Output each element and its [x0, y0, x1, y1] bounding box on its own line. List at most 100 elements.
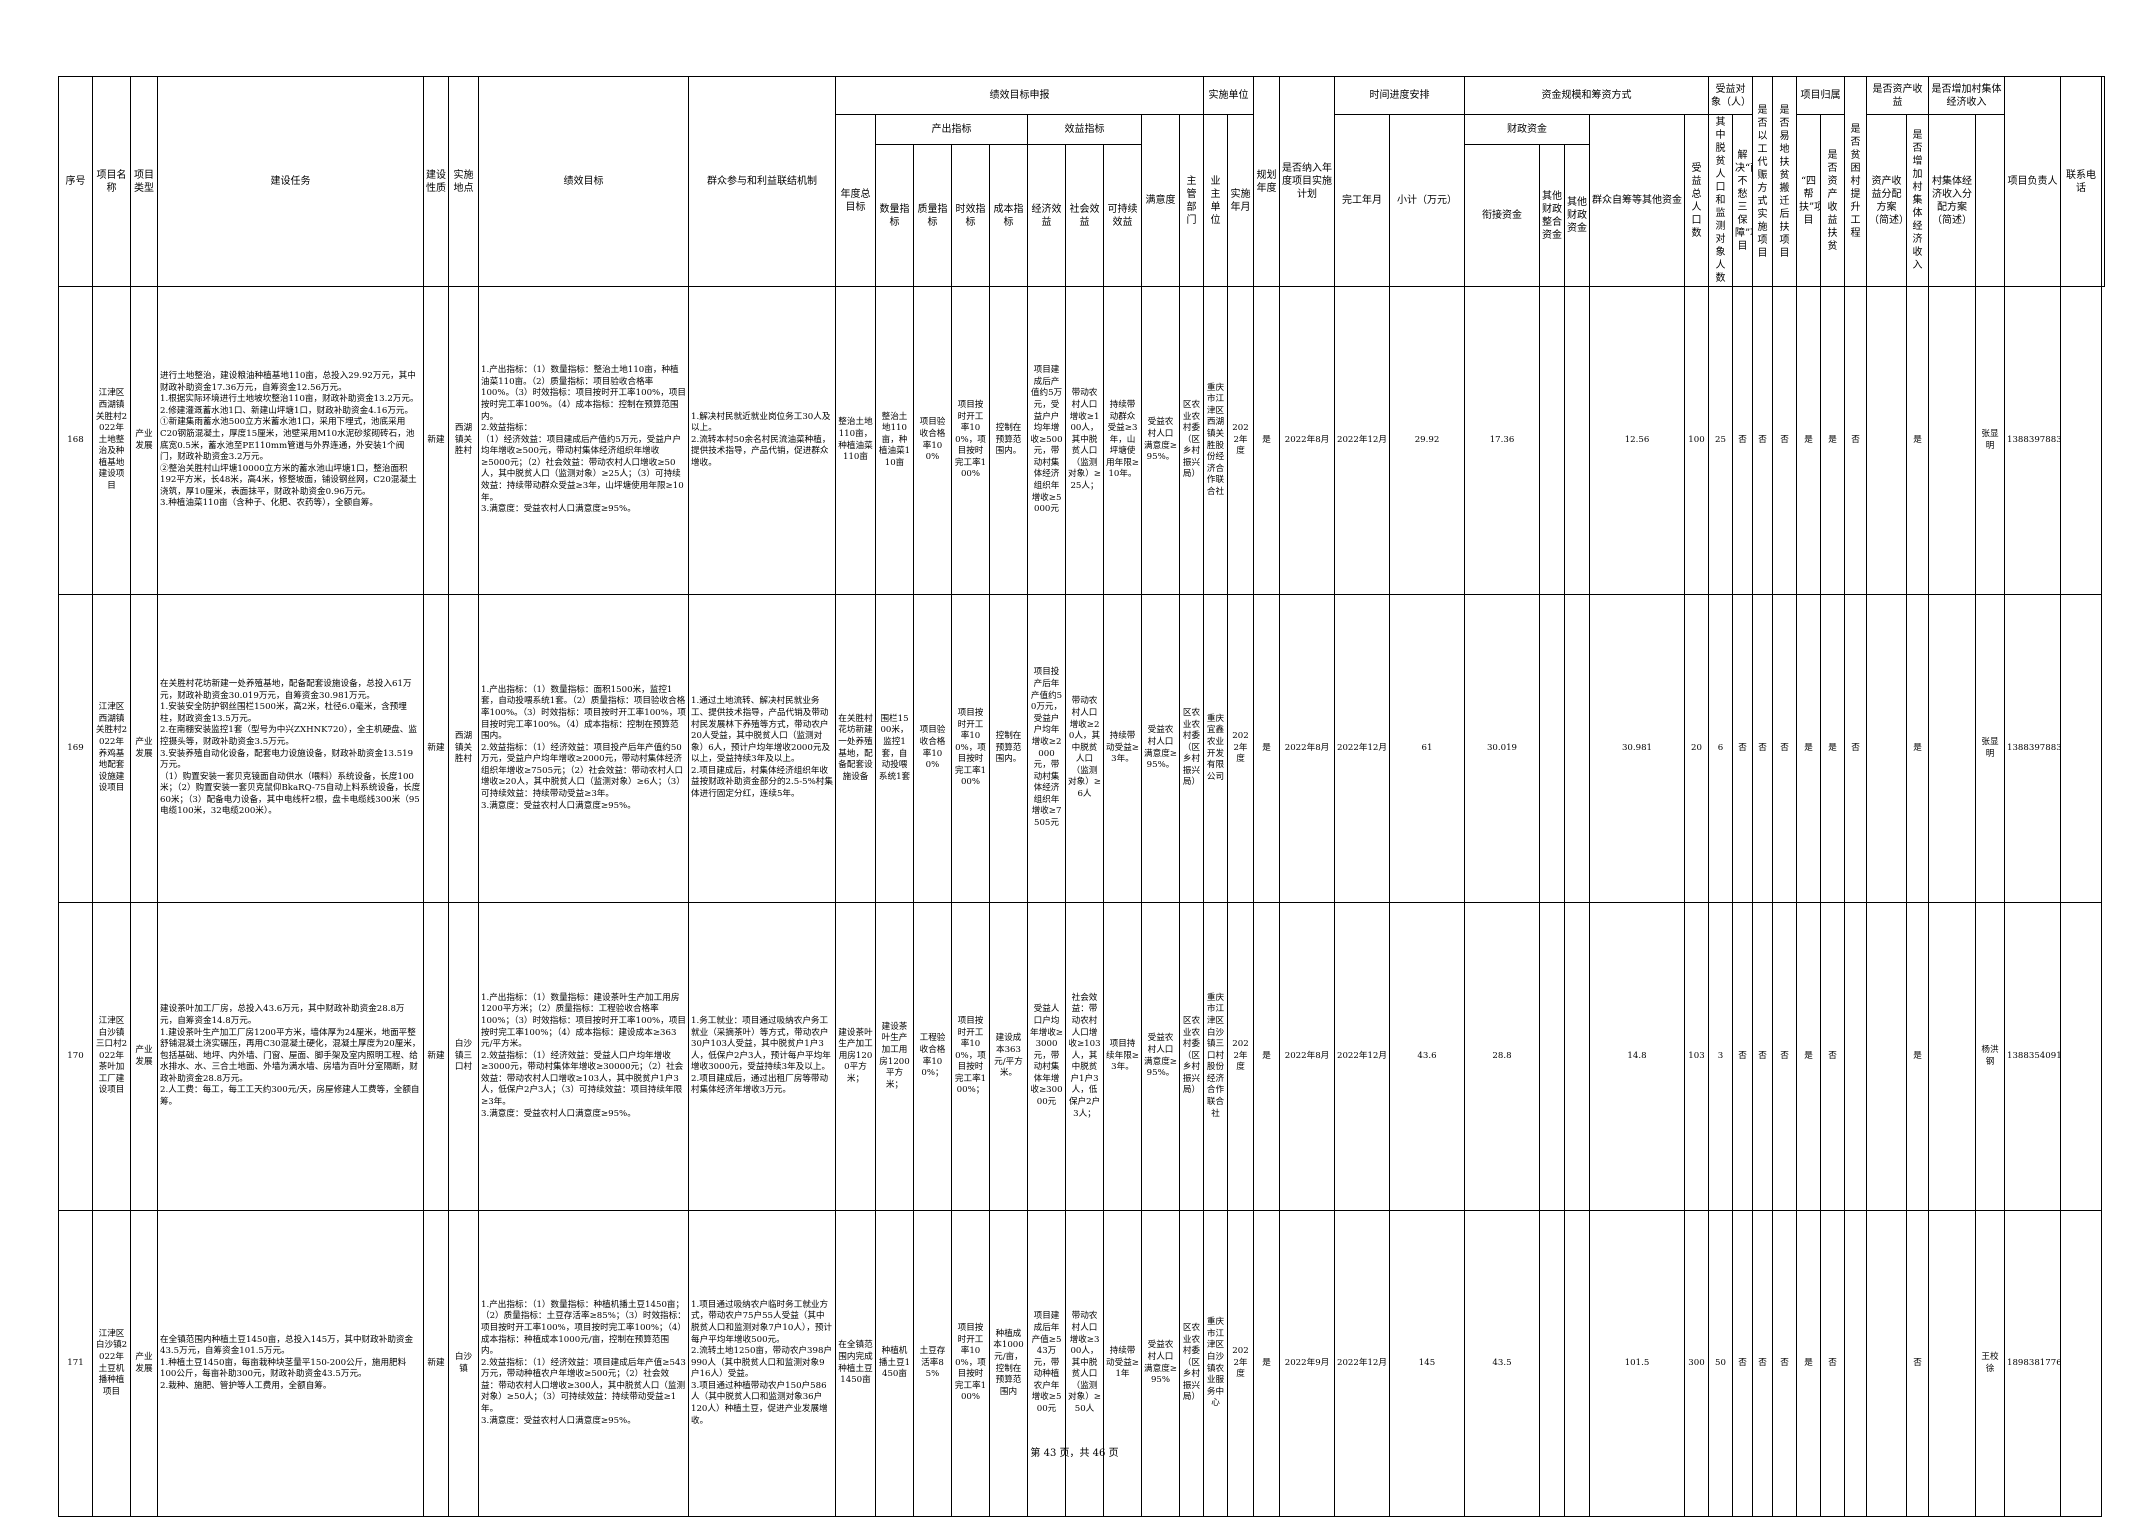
economic-cell: 项目投产后年产值约50万元，受益户户均年增收≥2000元，带动村集体经济组织年增…: [1027, 594, 1066, 903]
industry-support-cell: 是: [1796, 1210, 1821, 1517]
owner-cell: 重庆市江津区白沙镇三口村股份经济合作联合社: [1203, 902, 1228, 1211]
start-cell: 2022年8月: [1279, 594, 1335, 903]
other-integrated-cell: [1539, 902, 1565, 1211]
participation-cell: 1.通过土地流转、解决村民就业务工、提供技术指导，产品代销及带动村民发展林下养殖…: [688, 594, 836, 903]
header-schedule: 时间进度安排: [1334, 76, 1465, 115]
quality-cell: 土豆存活率85%: [913, 1210, 952, 1517]
header-performance-goal: 绩效目标: [478, 76, 689, 287]
relocation-cell: 否: [1752, 286, 1773, 595]
header-fiscal: 财政资金: [1464, 114, 1590, 145]
header-participation: 群众参与和利益联结机制: [688, 76, 836, 287]
end-cell: 2022年12月: [1334, 902, 1390, 1211]
construction-task-cell: 建设茶叶加工厂房，总投入43.6万元，其中财政补助资金28.8万元，自筹资金14…: [157, 902, 424, 1211]
header-village-project: 是否贫困村提升工程: [1844, 76, 1867, 287]
asset-plan-cell: [1866, 286, 1907, 595]
header-industry-support: “四帮扶”项目: [1796, 114, 1821, 287]
header-relocation: 是否易地扶贫搬迁后扶项目: [1772, 76, 1797, 287]
poor-pop-cell: 50: [1708, 1210, 1733, 1517]
project-name-cell: 江津区西湖镇关胜村2022年养鸡基地配套设施建设项目: [92, 594, 131, 903]
performance-goal-cell: 1.产出指标：（1）数量指标：种植机播土豆1450亩；（2）质量指标：土豆存活率…: [478, 1210, 689, 1517]
cost-cell: 建设成本363元/平方米。: [989, 902, 1028, 1211]
construction-nature-cell: 新建: [423, 286, 449, 595]
remark-cell: [2060, 1210, 2102, 1517]
cost-cell: 种植成本1000元/亩，控制在预算范围内: [989, 1210, 1028, 1517]
header-impl-unit: 实施单位: [1203, 76, 1254, 115]
location-cell: 西湖镇关胜村: [448, 286, 479, 595]
relocation-cell: 否: [1752, 902, 1773, 1211]
quality-cell: 项目验收合格率100%: [913, 286, 952, 595]
social-cell: 带动农村人口增收≥100人，其中脱贫人口（监测对象）≥25人；: [1065, 286, 1104, 595]
header-other-fiscal: 其他财政资金: [1564, 144, 1590, 287]
village-project-cell: 否: [1820, 902, 1845, 1211]
owner-cell: 重庆市江津区西湖镇关胜股份经济合作联合社: [1203, 286, 1228, 595]
header-start: 实施年月: [1227, 114, 1254, 287]
remark-cell: [2060, 286, 2102, 595]
industry-support-cell: 是: [1796, 286, 1821, 595]
village-project-cell: 是: [1820, 286, 1845, 595]
seq-cell: 168: [58, 286, 93, 595]
header-owner: 业主单位: [1203, 114, 1228, 287]
performance-goal-cell: 1.产出指标：（1）数量指标：建设茶叶生产加工用房1200平方米；（2）质量指标…: [478, 902, 689, 1211]
in-plan-cell: 是: [1253, 902, 1280, 1211]
performance-goal-cell: 1.产出指标：（1）数量指标：面积1500米，监控1套，自动投喂系统1套。（2）…: [478, 594, 689, 903]
plan-year-cell: 2022年度: [1227, 902, 1254, 1211]
header-satisfaction: 满意度: [1141, 114, 1180, 287]
project-type-cell: 产业发展: [130, 902, 158, 1211]
construction-task-cell: 进行土地整治，建设粮油种植基地110亩，总投入29.92万元，其中财政补助资金1…: [157, 286, 424, 595]
construction-task-cell: 在全镇范围内种植土豆1450亩，总投入145万，其中财政补助资金43.5万元，自…: [157, 1210, 424, 1517]
plan-year-cell: 2022年度: [1227, 594, 1254, 903]
header-social: 社会效益: [1065, 144, 1104, 287]
header-location: 实施地点: [448, 76, 479, 287]
header-output-indicators: 产出指标: [875, 114, 1028, 145]
end-cell: 2022年12月: [1334, 286, 1390, 595]
phone-cell: 13883978838: [2004, 594, 2061, 903]
location-cell: 白沙镇: [448, 1210, 479, 1517]
end-cell: 2022年12月: [1334, 1210, 1390, 1517]
three-guarantees-cell: 否: [1772, 902, 1797, 1211]
cost-cell: 控制在预算范围内。: [989, 594, 1028, 903]
economic-cell: 受益人口户均年增收≥3000元，带动村集体年增收≥30000元: [1027, 902, 1066, 1211]
annual-goal-cell: 在关胜村花坊新建一处养殖基地，配备配套设施设备: [835, 594, 876, 903]
project-name-cell: 江津区白沙镇2022年土豆机播种植项目: [92, 1210, 131, 1517]
annual-goal-cell: 整治土地110亩，种植油菜110亩: [835, 286, 876, 595]
timeliness-cell: 项目按时开工率100%，项目按时完工率100%: [951, 286, 990, 595]
link-fund-cell: 30.019: [1464, 594, 1540, 903]
self-raised-cell: 12.56: [1589, 286, 1685, 595]
other-fiscal-cell: [1564, 1210, 1590, 1517]
work-relief-cell: 否: [1732, 1210, 1753, 1517]
village-project-cell: 否: [1820, 1210, 1845, 1517]
plan-year-cell: 2022年度: [1227, 1210, 1254, 1517]
seq-cell: 170: [58, 902, 93, 1211]
sustainable-cell: 持续带动受益≥3年。: [1103, 594, 1142, 903]
collective-increase-cell: 是: [1906, 902, 1929, 1211]
header-seq: 序号: [58, 76, 93, 287]
self-raised-cell: 30.981: [1589, 594, 1685, 903]
owner-cell: 重庆市江津区白沙镇农业服务中心: [1203, 1210, 1228, 1517]
subtotal-cell: 29.92: [1389, 286, 1465, 595]
poor-pop-cell: 25: [1708, 286, 1733, 595]
project-type-cell: 产业发展: [130, 1210, 158, 1517]
header-quality: 质量指标: [913, 144, 952, 287]
construction-task-cell: 在关胜村花坊新建一处养殖基地，配备配套设施设备，总投入61万元，财政补助资金30…: [157, 594, 424, 903]
plan-year-cell: 2022年度: [1227, 286, 1254, 595]
asset-benefit-cell: [1844, 902, 1867, 1211]
satisfaction-cell: 受益农村人口满意度≥95%。: [1141, 286, 1180, 595]
header-beneficiaries: 受益对象（人）: [1708, 76, 1753, 115]
table-row: 169 江津区西湖镇关胜村2022年养鸡基地配套设施建设项目 产业发展 在关胜村花坊新…: [58, 594, 2105, 903]
start-cell: 2022年8月: [1279, 902, 1335, 1211]
asset-benefit-cell: 否: [1844, 594, 1867, 903]
header-three-guarantees: 解决“两不愁三保障”项目: [1732, 114, 1753, 287]
supervisor-cell: 区农业农村委（区乡村振兴局）: [1179, 902, 1204, 1211]
industry-support-cell: 是: [1796, 902, 1821, 1211]
link-fund-cell: 43.5: [1464, 1210, 1540, 1517]
header-annual-goal: 年度总目标: [835, 114, 876, 287]
supervisor-cell: 区农业农村委（区乡村振兴局）: [1179, 594, 1204, 903]
subtotal-cell: 145: [1389, 1210, 1465, 1517]
relocation-cell: 否: [1752, 594, 1773, 903]
end-cell: 2022年12月: [1334, 594, 1390, 903]
start-cell: 2022年8月: [1279, 286, 1335, 595]
seq-cell: 171: [58, 1210, 93, 1517]
quantity-cell: 整治土地110亩，种植油菜110亩: [875, 286, 914, 595]
three-guarantees-cell: 否: [1772, 286, 1797, 595]
header-asset-plan: 资产收益分配方案（简述）: [1866, 114, 1907, 287]
